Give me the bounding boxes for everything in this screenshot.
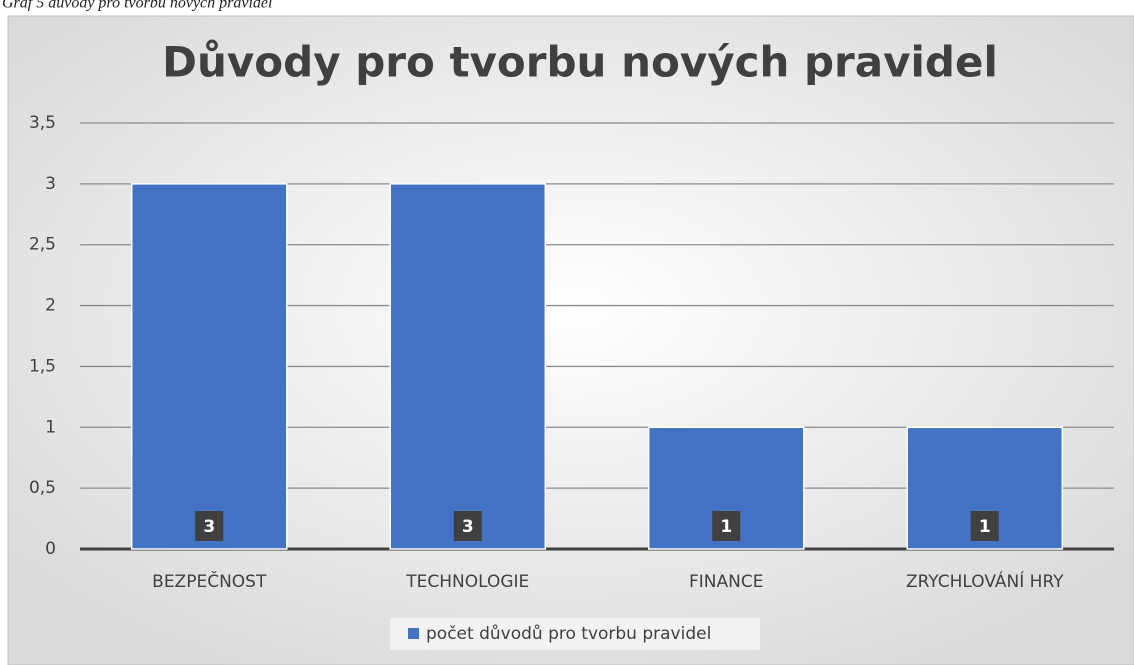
legend-box [390,618,760,650]
chart-title: Důvody pro tvorbu nových pravidel [162,38,998,87]
data-label-box [970,511,999,541]
x-tick-label: FINANCE [689,572,763,592]
data-label: 3 [203,517,215,537]
legend-swatch [408,628,419,639]
y-tick-label: 0 [45,539,56,559]
legend [390,618,760,650]
data-label: 3 [462,517,474,537]
x-tick-label: BEZPEČNOST [152,570,267,592]
y-tick-label: 2 [45,296,56,316]
y-tick-label: 1,5 [29,356,56,376]
data-label: 1 [979,517,991,537]
y-tick-label: 1 [45,417,56,437]
legend-label: počet důvodů pro tvorbu pravidel [426,624,711,644]
y-tick-label: 2,5 [29,235,56,255]
y-tick-label: 0,5 [29,478,56,498]
data-label-box [195,511,224,541]
y-tick-label: 3 [45,174,56,194]
data-label-box [712,511,741,541]
x-tick-label: ZRYCHLOVÁNÍ HRY [906,570,1064,592]
bar [130,183,288,550]
data-label: 1 [720,517,732,537]
y-tick-label: 3,5 [29,113,56,133]
bar [389,183,547,550]
data-label-box [453,511,482,541]
x-tick-label: TECHNOLOGIE [405,572,529,592]
caption: Graf 5 důvody pro tvorbu nových pravidel [2,0,273,12]
